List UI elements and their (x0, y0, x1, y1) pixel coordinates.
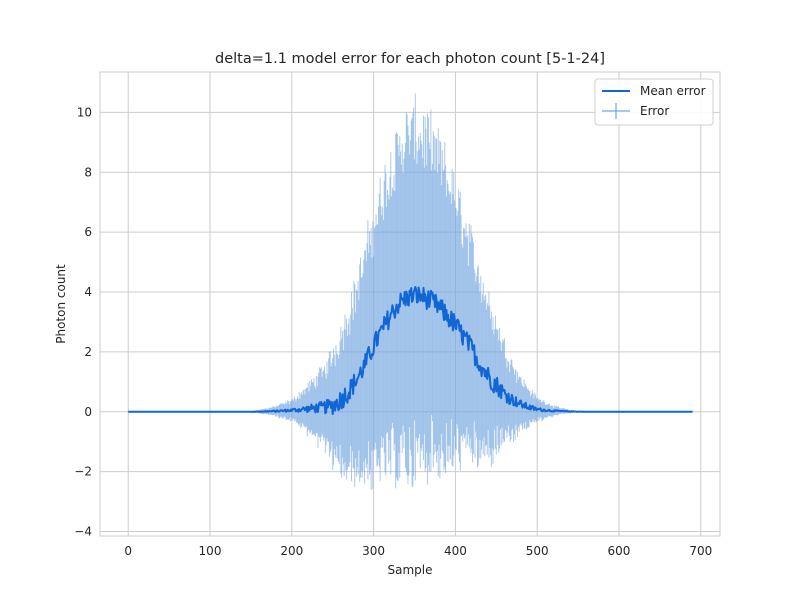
y-tick-label: 2 (84, 345, 92, 359)
y-tick-label: 0 (84, 405, 92, 419)
y-tick-label: 4 (84, 285, 92, 299)
y-tick-label: 10 (77, 105, 92, 119)
x-tick-label: 100 (199, 544, 222, 558)
x-tick-label: 600 (608, 544, 631, 558)
x-tick-labels: 0 100 200 300 400 500 600 700 (124, 544, 712, 558)
legend-error-label: Error (640, 104, 669, 118)
y-tick-label: −4 (74, 525, 92, 539)
x-tick-label: 400 (444, 544, 467, 558)
x-tick-label: 200 (280, 544, 303, 558)
y-axis-title: Photon count (54, 264, 68, 344)
x-tick-label: 0 (124, 544, 132, 558)
x-tick-label: 300 (362, 544, 385, 558)
legend: Mean error Error (594, 78, 714, 126)
plot-frame (99, 71, 721, 537)
x-tick-label: 500 (526, 544, 549, 558)
y-tick-label: −2 (74, 465, 92, 479)
legend-mean-error-label: Mean error (640, 84, 706, 98)
y-tick-label: 8 (84, 165, 92, 179)
x-tick-label: 700 (689, 544, 712, 558)
chart-title: delta=1.1 model error for each photon co… (215, 51, 605, 67)
x-axis-title: Sample (388, 563, 433, 577)
mean-error-line-group (128, 285, 693, 415)
mean-error-line (128, 285, 693, 415)
y-tick-label: 6 (84, 225, 92, 239)
y-tick-labels: −4 −2 0 2 4 6 8 10 (74, 105, 92, 538)
